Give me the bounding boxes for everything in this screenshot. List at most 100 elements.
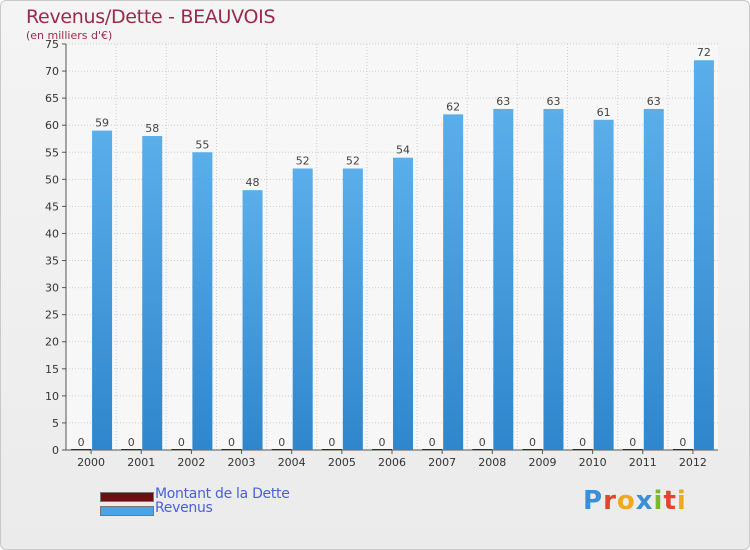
bar-revenus [643, 108, 664, 451]
data-label-revenus: 62 [446, 100, 460, 113]
bars [71, 60, 714, 451]
data-label-dette: 0 [379, 436, 386, 449]
chart-title: Revenus/Dette - BEAUVOIS [26, 6, 276, 28]
bar-dette [472, 449, 493, 450]
logo-letter: t [663, 486, 677, 516]
data-label-dette: 0 [529, 436, 536, 449]
plot-area [66, 44, 718, 450]
bar-revenus [693, 60, 714, 451]
data-label-revenus: 59 [95, 117, 109, 130]
y-tick-label: 15 [45, 363, 59, 376]
bar-dette [372, 449, 392, 450]
data-label-revenus: 63 [496, 95, 510, 108]
grid-lines [66, 43, 718, 450]
y-tick-label: 35 [45, 255, 59, 268]
y-tick-label: 5 [52, 417, 59, 430]
logo-letter: i [653, 486, 664, 516]
bar-revenus [292, 168, 313, 451]
x-tick-label: 2001 [127, 456, 155, 469]
logo-letter: P [583, 486, 604, 516]
bar-revenus [192, 152, 213, 450]
data-label-dette: 0 [629, 436, 636, 449]
data-label-revenus: 54 [396, 144, 410, 157]
x-tick-label: 2009 [528, 456, 556, 469]
data-label-dette: 0 [328, 436, 335, 449]
data-labels: 0 59 0 58 0 55 0 48 0 52 0 52 0 54 0 62 0 63 0 63 0 61 0 63 0 72 [78, 46, 711, 449]
bar-revenus [443, 114, 464, 450]
data-label-revenus: 48 [246, 176, 260, 189]
data-label-revenus: 61 [597, 106, 611, 119]
data-label-revenus: 52 [296, 155, 310, 168]
axes: 0 5 10 15 20 25 30 35 40 45 50 55 60 65 70 75 2000 2001 20… [45, 38, 718, 469]
logo-letter: i [676, 486, 687, 516]
y-tick-label: 25 [45, 309, 59, 322]
bar-dette [522, 449, 543, 450]
data-label-revenus: 58 [145, 122, 159, 135]
y-tick-label: 40 [45, 227, 59, 240]
y-tick-label: 70 [45, 65, 59, 78]
bar-dette [572, 449, 593, 450]
x-tick-label: 2000 [77, 456, 105, 469]
bar-revenus [92, 130, 113, 450]
x-tick-label: 2002 [177, 456, 205, 469]
data-label-dette: 0 [278, 436, 285, 449]
legend-swatch-dette [100, 492, 154, 502]
bar-revenus [142, 136, 163, 450]
legend-swatch-revenus [100, 506, 154, 516]
x-tick-label: 2008 [478, 456, 506, 469]
bar-revenus [242, 190, 263, 450]
data-label-revenus: 72 [697, 46, 711, 59]
y-tick-label: 65 [45, 92, 59, 105]
logo-letter: x [635, 486, 654, 516]
bar-dette [422, 449, 443, 450]
y-tick-label: 20 [45, 336, 59, 349]
x-tick-label: 2006 [378, 456, 406, 469]
y-tick-label: 55 [45, 146, 59, 159]
x-tick-label: 2012 [679, 456, 707, 469]
chart-subtitle: (en milliers d'€) [26, 29, 113, 42]
data-label-revenus: 55 [195, 138, 209, 151]
data-label-dette: 0 [679, 436, 686, 449]
bar-dette [271, 449, 292, 450]
logo-letter: r [603, 486, 617, 516]
bar-revenus [493, 108, 514, 451]
data-label-dette: 0 [128, 436, 135, 449]
x-tick-label: 2010 [579, 456, 607, 469]
bar-revenus [593, 119, 614, 450]
bar-dette [171, 449, 192, 450]
data-label-dette: 0 [579, 436, 586, 449]
data-label-dette: 0 [479, 436, 486, 449]
data-label-dette: 0 [429, 436, 436, 449]
bar-revenus [543, 108, 564, 451]
y-tick-label: 50 [45, 173, 59, 186]
data-label-revenus: 52 [346, 155, 360, 168]
bar-dette [71, 449, 92, 450]
logo-letter: o [616, 486, 636, 516]
y-tick-label: 75 [45, 38, 59, 51]
proxiti-logo: Proxiti [583, 486, 687, 516]
y-tick-label: 45 [45, 200, 59, 213]
x-tick-label: 2005 [328, 456, 356, 469]
data-label-dette: 0 [178, 436, 185, 449]
bar-dette [121, 449, 142, 450]
bar-dette [321, 449, 342, 450]
data-label-revenus: 63 [546, 95, 560, 108]
y-tick-label: 0 [52, 444, 59, 457]
data-label-dette: 0 [228, 436, 235, 449]
y-tick-label: 10 [45, 390, 59, 403]
x-tick-label: 2004 [278, 456, 306, 469]
x-tick-label: 2011 [629, 456, 657, 469]
bar-dette [622, 449, 643, 450]
bar-dette [672, 449, 693, 450]
x-tick-label: 2003 [228, 456, 256, 469]
legend-label-revenus: Revenus [155, 500, 213, 516]
data-label-revenus: 63 [647, 95, 661, 108]
y-tick-label: 60 [45, 119, 59, 132]
legend-label-dette: Montant de la Dette [155, 486, 290, 502]
bar-revenus [393, 157, 413, 450]
bar-revenus [342, 168, 363, 451]
x-tick-label: 2007 [428, 456, 456, 469]
bar-dette [221, 449, 242, 450]
y-tick-label: 30 [45, 282, 59, 295]
